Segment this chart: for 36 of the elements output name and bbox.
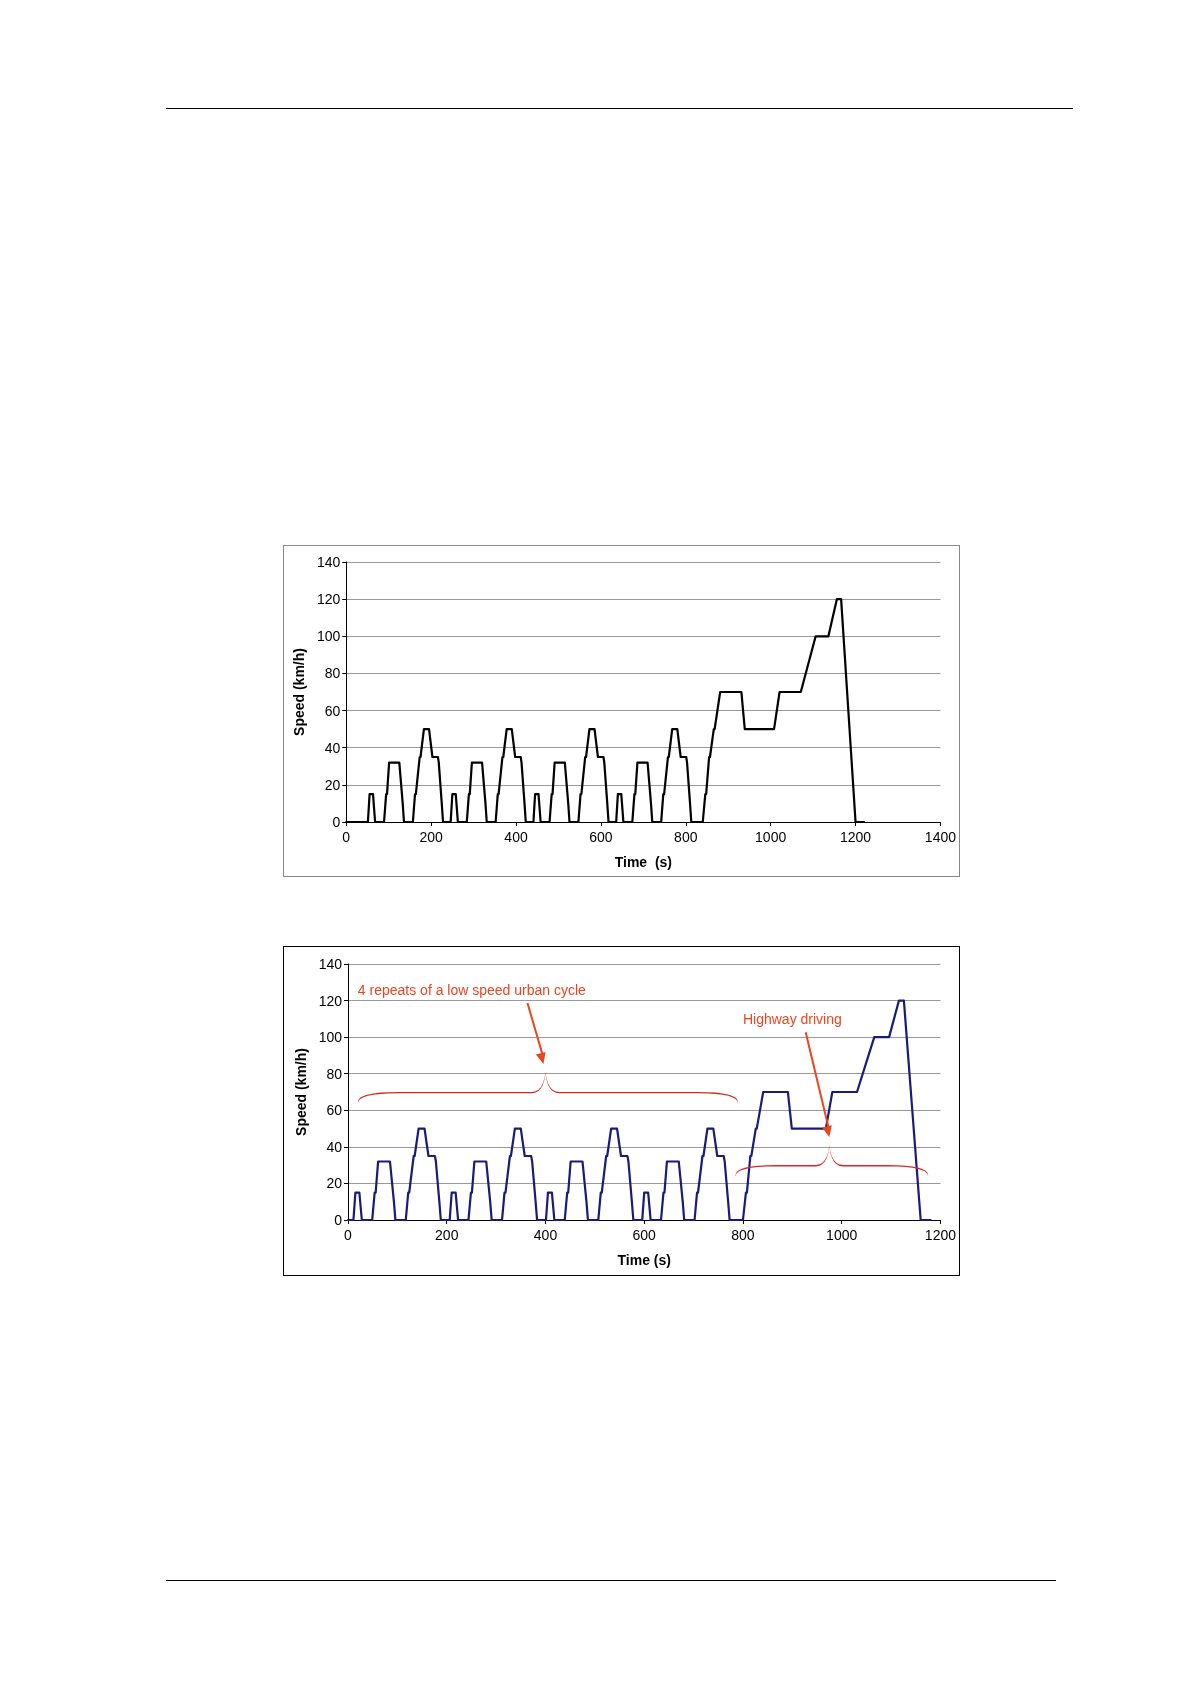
x-tick-label: 200 [419,829,444,845]
x-tick-label: 1200 [924,1227,957,1243]
y-tick-label: 40 [326,1138,343,1155]
y-tick-label: 0 [334,1212,343,1228]
x-axis-title: Time (s) [614,854,672,870]
x-tick-label: 1200 [839,829,872,845]
x-tick-label: 800 [674,829,698,845]
y-tick-label: 80 [326,1065,343,1082]
x-tick-label: 0 [344,1227,353,1243]
y-tick-label: 20 [326,1175,343,1192]
x-tick-label: 800 [731,1227,755,1243]
y-tick-label: 100 [318,1029,343,1046]
y-tick-label: 60 [326,1102,343,1119]
x-tick-label: 1400 [924,829,957,845]
y-tick-label: 120 [316,591,341,608]
y-tick-label: 100 [316,628,341,645]
annotation: 4 repeats of a low speed urban cycle [357,982,587,999]
annotation: Highway driving [742,1011,842,1028]
y-tick-label: 80 [324,665,341,682]
y-axis-title: Speed (km/h) [292,1048,309,1136]
y-tick-label: 140 [318,956,343,972]
y-tick-label: 20 [324,776,341,793]
y-axis-title: Speed (km/h) [291,648,307,736]
x-tick-label: 1000 [755,829,787,845]
x-tick-label: 1000 [826,1227,858,1243]
x-tick-label: 600 [589,829,613,845]
y-tick-label: 0 [332,814,341,830]
x-tick-label: 200 [435,1227,459,1243]
y-tick-label: 140 [316,554,341,570]
y-tick-label: 40 [324,739,341,756]
x-tick-label: 400 [533,1227,558,1243]
x-tick-label: 400 [504,829,528,845]
x-axis-title: Time (s) [617,1252,671,1268]
x-tick-label: 600 [632,1227,657,1243]
y-tick-label: 120 [318,992,343,1009]
y-tick-label: 60 [324,702,341,719]
